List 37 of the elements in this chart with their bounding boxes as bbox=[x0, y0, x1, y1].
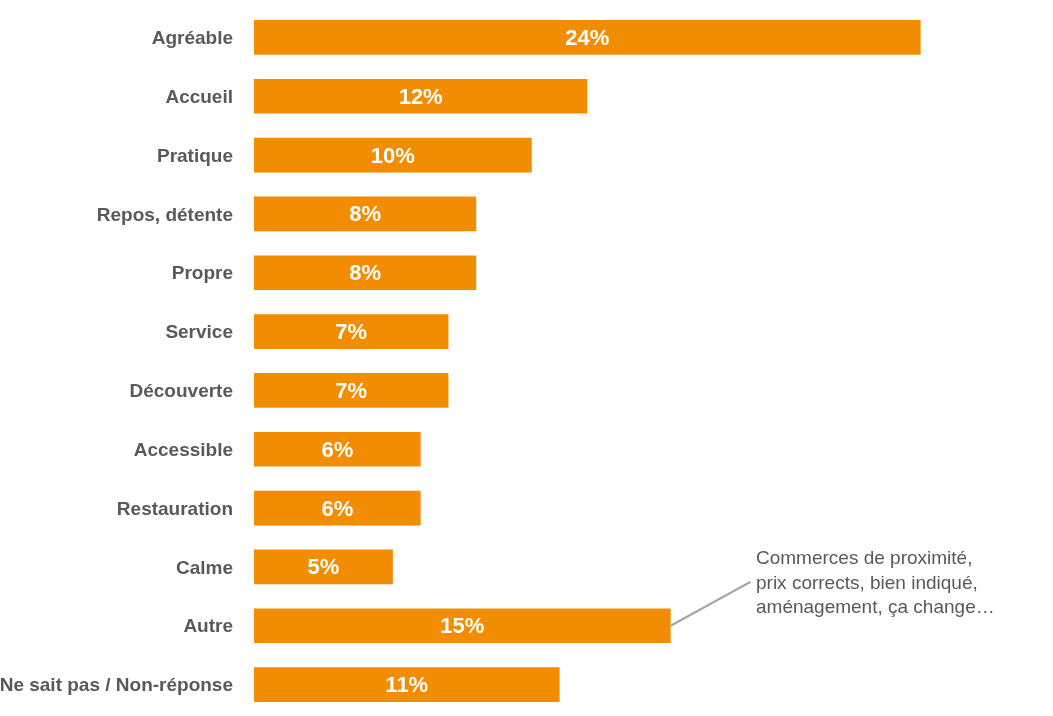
bar bbox=[254, 314, 449, 349]
bar bbox=[254, 608, 671, 644]
bar bbox=[254, 490, 421, 526]
y-tick-label: Restauration bbox=[116, 497, 233, 519]
y-tick-label: Calme bbox=[175, 556, 233, 578]
y-tick-label: Autre bbox=[183, 615, 233, 637]
y-tick-label: Découverte bbox=[129, 380, 233, 402]
data-label: 6% bbox=[321, 436, 354, 462]
data-label: 6% bbox=[321, 495, 354, 521]
y-tick-label: Accueil bbox=[165, 85, 233, 107]
data-label: 7% bbox=[335, 319, 368, 345]
y-tick-label: Service bbox=[165, 321, 233, 343]
y-tick-label: Ne sait pas / Non-réponse bbox=[0, 674, 233, 696]
data-label: 12% bbox=[398, 83, 443, 109]
data-label: 7% bbox=[335, 377, 368, 403]
bar bbox=[254, 667, 560, 702]
y-tick-label: Accessible bbox=[133, 438, 233, 460]
y-tick-label: Repos, détente bbox=[96, 203, 233, 225]
data-label: 5% bbox=[307, 554, 340, 580]
bar bbox=[254, 20, 921, 55]
data-label: 8% bbox=[349, 260, 381, 286]
data-label: 15% bbox=[440, 613, 485, 639]
data-label: 8% bbox=[349, 201, 381, 227]
bar bbox=[254, 78, 588, 114]
y-tick-label: Agréable bbox=[151, 27, 233, 49]
annotation: Commerces de proximité, prix corrects, bien indiqué, aménagement, ça change… bbox=[756, 547, 995, 618]
bar bbox=[254, 137, 532, 173]
data-label: 24% bbox=[565, 24, 610, 50]
bar bbox=[254, 255, 477, 291]
y-tick-label: Pratique bbox=[156, 144, 233, 166]
data-label: 11% bbox=[385, 672, 429, 698]
y-tick-label: Propre bbox=[171, 262, 233, 284]
data-label: 10% bbox=[370, 142, 415, 168]
bar bbox=[254, 373, 449, 408]
bar bbox=[254, 549, 393, 585]
bar bbox=[254, 196, 477, 232]
bar bbox=[254, 431, 421, 467]
